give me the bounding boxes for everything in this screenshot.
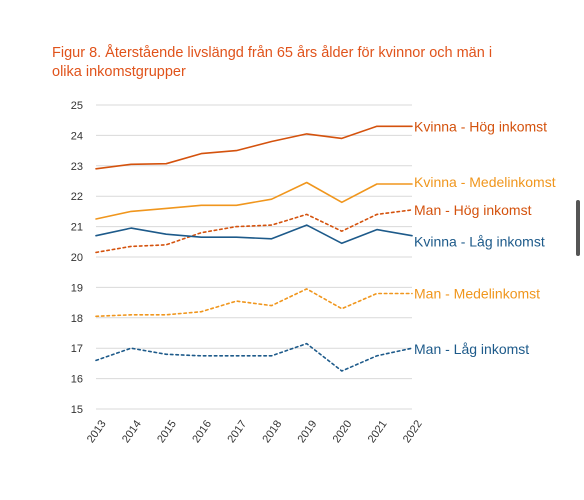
series-line: [95, 181, 413, 220]
x-tick-label: 2019: [296, 418, 320, 445]
y-tick-label: 22: [71, 191, 83, 203]
x-tick-label: 2018: [260, 418, 284, 445]
y-tick-label: 21: [71, 222, 83, 234]
series-label: Kvinna - Hög inkomst: [414, 118, 547, 134]
y-tick-label: 19: [71, 282, 83, 294]
x-tick-label: 2020: [331, 418, 355, 445]
x-tick-label: 2021: [366, 418, 390, 445]
chart-title: Figur 8. Återstående livslängd från 65 å…: [52, 45, 493, 80]
x-tick-label: 2014: [120, 418, 144, 445]
y-tick-label: 24: [71, 130, 83, 142]
series-label: Man - Låg inkomst: [414, 341, 529, 357]
y-tick-label: 20: [71, 252, 83, 264]
series-line: [95, 342, 413, 372]
x-tick-label: 2016: [190, 418, 214, 445]
series-label: Man - Hög inkomst: [414, 202, 532, 218]
series-line: [95, 209, 413, 254]
y-tick-label: 18: [71, 313, 83, 325]
y-tick-label: 16: [71, 374, 83, 386]
y-tick-label: 15: [71, 404, 83, 416]
x-tick-label: 2022: [401, 418, 425, 445]
series-label: Kvinna - Låg inkomst: [414, 234, 545, 250]
series-line: [95, 288, 413, 318]
series-label: Man - Medelinkomst: [414, 285, 540, 301]
y-tick-label: 23: [71, 161, 83, 173]
x-tick-label: 2015: [155, 418, 179, 445]
y-tick-label: 17: [71, 343, 83, 355]
series-line: [95, 224, 413, 245]
y-tick-label: 25: [71, 100, 83, 112]
series-line: [95, 125, 413, 170]
x-tick-label: 2017: [225, 418, 249, 445]
scrollbar[interactable]: [576, 200, 580, 256]
series-label: Kvinna - Medelinkomst: [414, 174, 556, 190]
x-tick-label: 2013: [85, 418, 109, 445]
